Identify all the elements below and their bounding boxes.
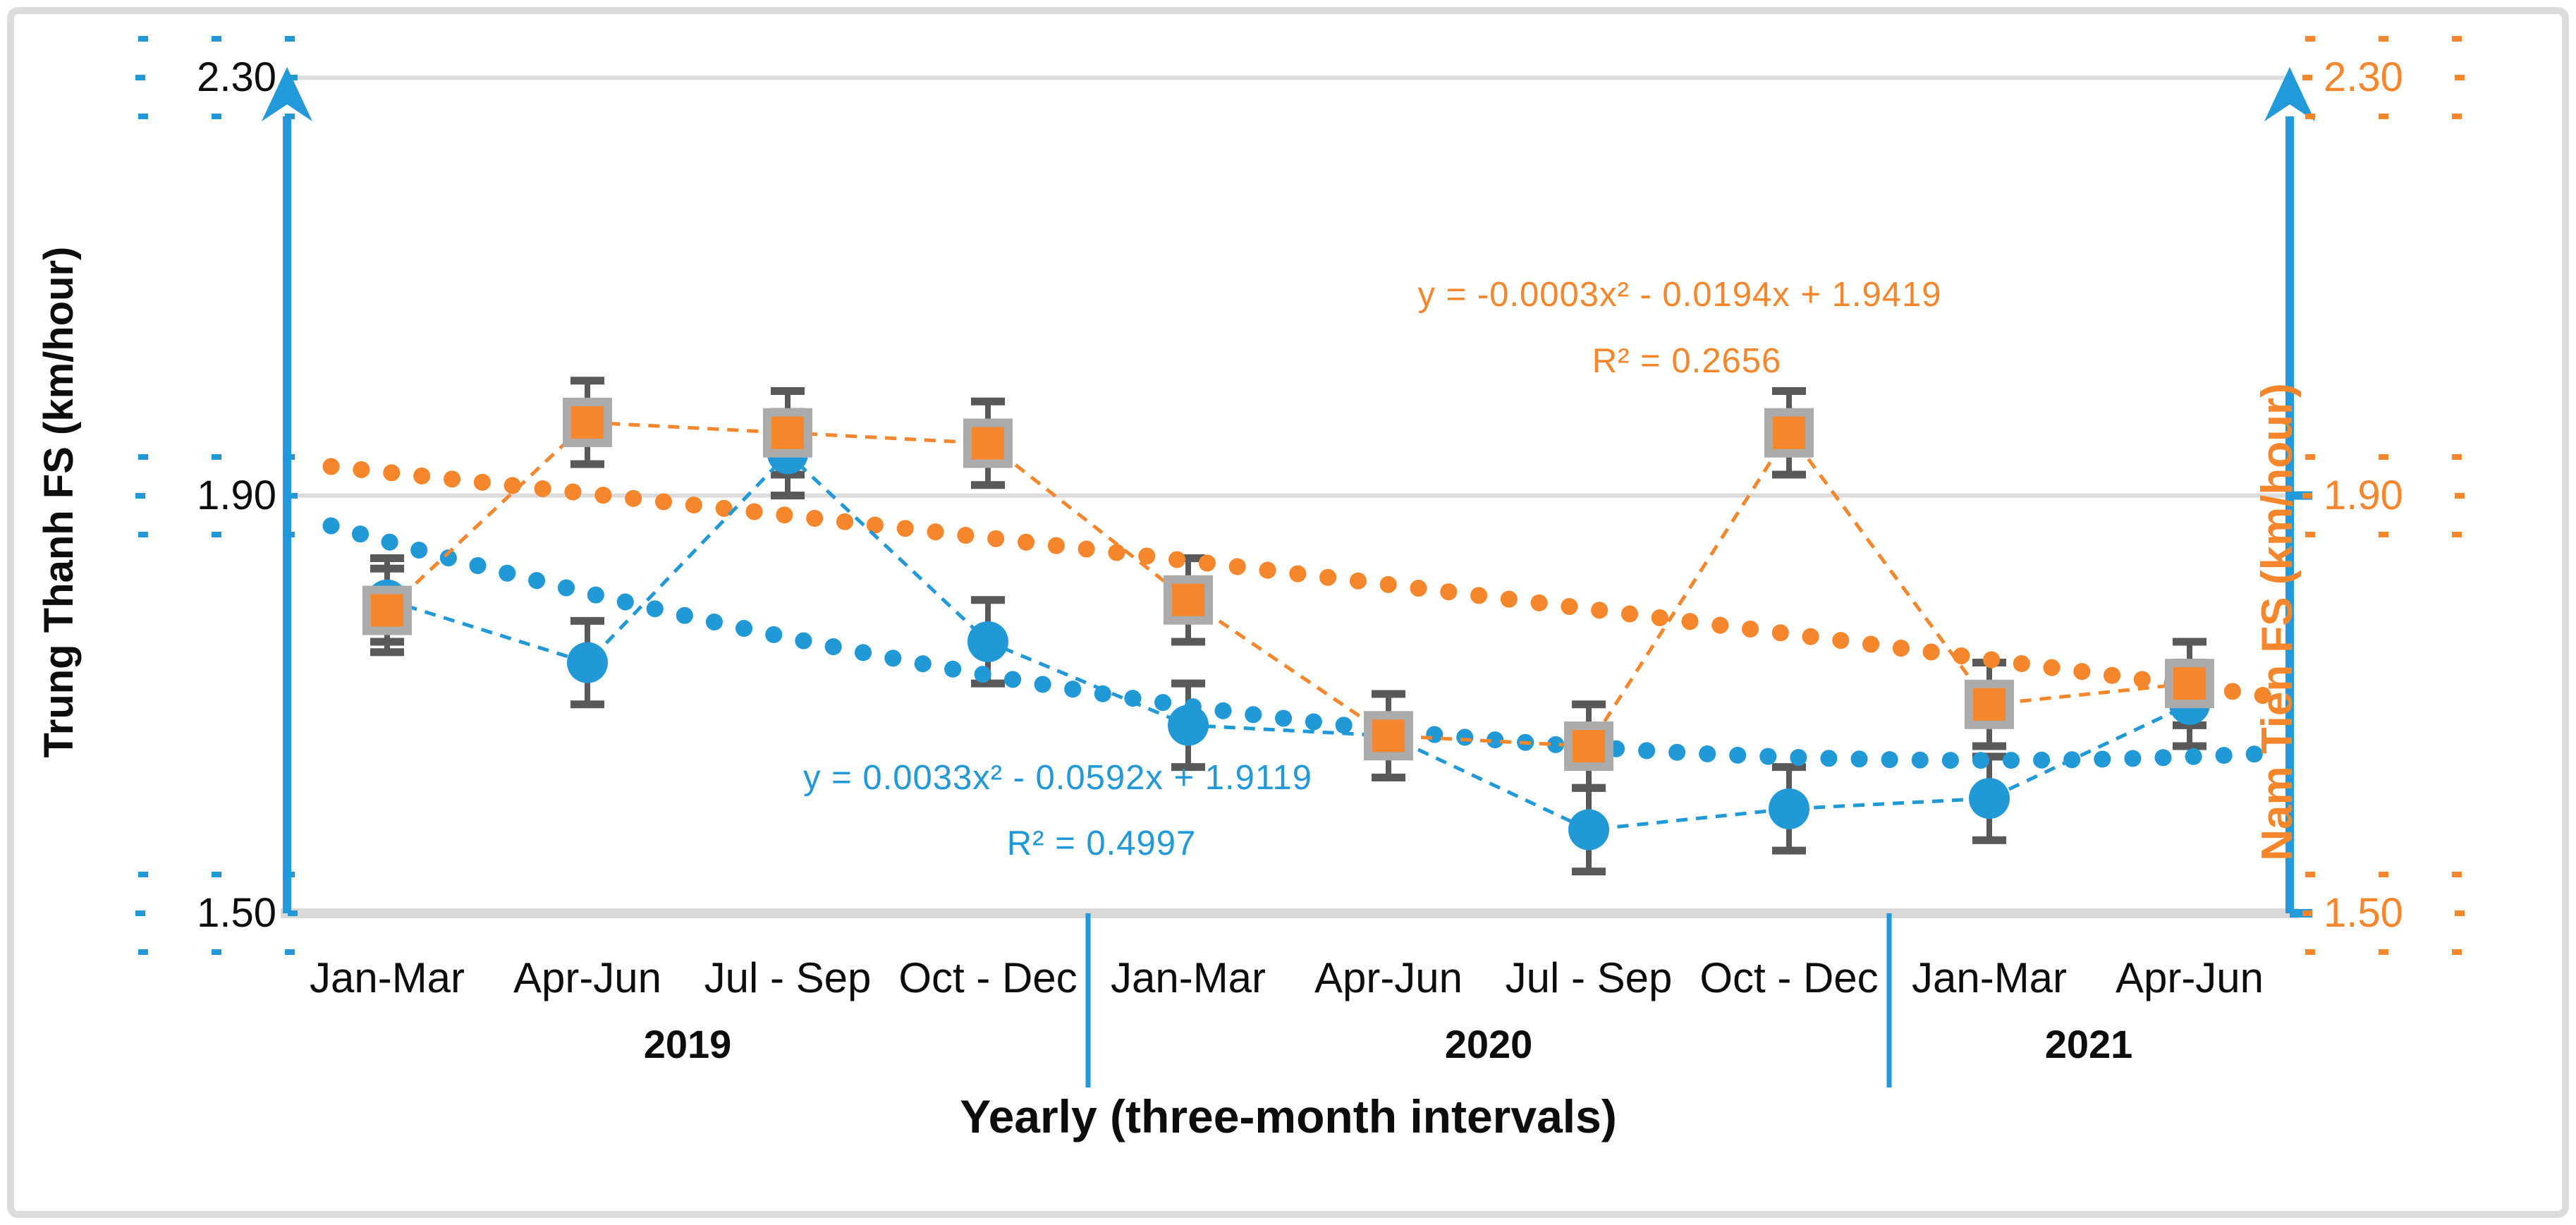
left-tick-2.30[interactable]: 2.30 [135,36,298,119]
error-bars-nam-tien-fs [370,377,2206,792]
quarter-label-1: Jan-Mar [309,954,465,1001]
right-tick-1.50[interactable]: 1.50 [2302,872,2465,955]
data-point-square-3[interactable] [763,408,812,458]
series-nam-tien-markers[interactable] [362,397,2214,772]
left-tick-1.50[interactable]: 1.50 [135,872,298,955]
orange-trendline-equation: y = -0.0003x² - 0.0194x + 1.9419 [1417,276,1942,314]
right-tick-label: 2.30 [2324,54,2403,100]
data-point-square-9[interactable] [1965,679,2014,729]
quarter-label-2: Apr-Jun [513,954,662,1001]
year-label-2021: 2021 [2044,1022,2133,1066]
right-tick-label: 1.50 [2324,890,2403,936]
error-bars-trung-thanh-fs [370,408,2206,876]
left-tick-1.90[interactable]: 1.90 [135,454,298,537]
blue-trendline-equation: y = 0.0033x² - 0.0592x + 1.9119 [802,759,1313,797]
data-point-circle-8[interactable] [1769,788,1809,829]
left-axis-title: Trung Thanh FS (km/hour) [36,246,82,758]
quarter-label-3: Jul - Sep [704,954,872,1001]
data-point-square-8[interactable] [1764,408,1814,458]
quarter-label-9: Jan-Mar [1911,954,2068,1001]
quarter-label-8: Oct - Dec [1699,954,1879,1001]
left-tick-label: 1.90 [197,473,276,518]
series-line-trung-thanh-fs [386,451,2191,832]
year-label-2020: 2020 [1444,1022,1533,1066]
data-point-square-5[interactable] [1164,575,1213,625]
quarter-label-4: Oct - Dec [898,954,1078,1001]
data-point-circle-5[interactable] [1168,705,1209,746]
left-tick-label: 2.30 [197,54,276,100]
data-point-square-4[interactable] [963,418,1013,468]
data-point-square-6[interactable] [1364,711,1413,761]
trendline-nam-tien-fs [322,458,2274,705]
x-axis-title: Yearly (three-month intervals) [960,1090,1617,1142]
quarter-label-7: Jul - Sep [1505,954,1673,1001]
series-line-nam-tien-fs [386,420,2190,748]
data-point-circle-9[interactable] [1969,778,2010,819]
left-axis-line-arrowhead [262,67,312,121]
right-axis-title: Nam Tien FS (km/hour) [2253,383,2302,861]
right-axis-line-arrowhead [2264,67,2315,121]
data-point-square-1[interactable] [362,585,412,635]
data-point-square-7[interactable] [1564,721,1613,772]
right-tick-2.30[interactable]: 2.30 [2302,36,2465,119]
data-point-circle-4[interactable] [967,621,1008,662]
data-point-circle-7[interactable] [1568,809,1609,851]
quarter-label-10: Apr-Jun [2115,954,2264,1001]
trendline-trung-thanh-fs [322,517,2274,769]
quarter-label-6: Apr-Jun [1314,954,1463,1001]
right-tick-1.90[interactable]: 1.90 [2302,454,2465,537]
data-point-square-2[interactable] [563,397,612,447]
left-tick-label: 1.50 [197,890,276,936]
blue-trendline-r2: R² = 0.4997 [1006,824,1197,863]
quarter-label-5: Jan-Mar [1110,954,1266,1001]
year-label-2019: 2019 [643,1022,732,1066]
orange-trendline-r2: R² = 0.2656 [1592,342,1782,380]
right-tick-label: 1.90 [2324,473,2403,518]
data-point-square-10[interactable] [2165,659,2214,709]
data-point-circle-2[interactable] [567,642,608,683]
